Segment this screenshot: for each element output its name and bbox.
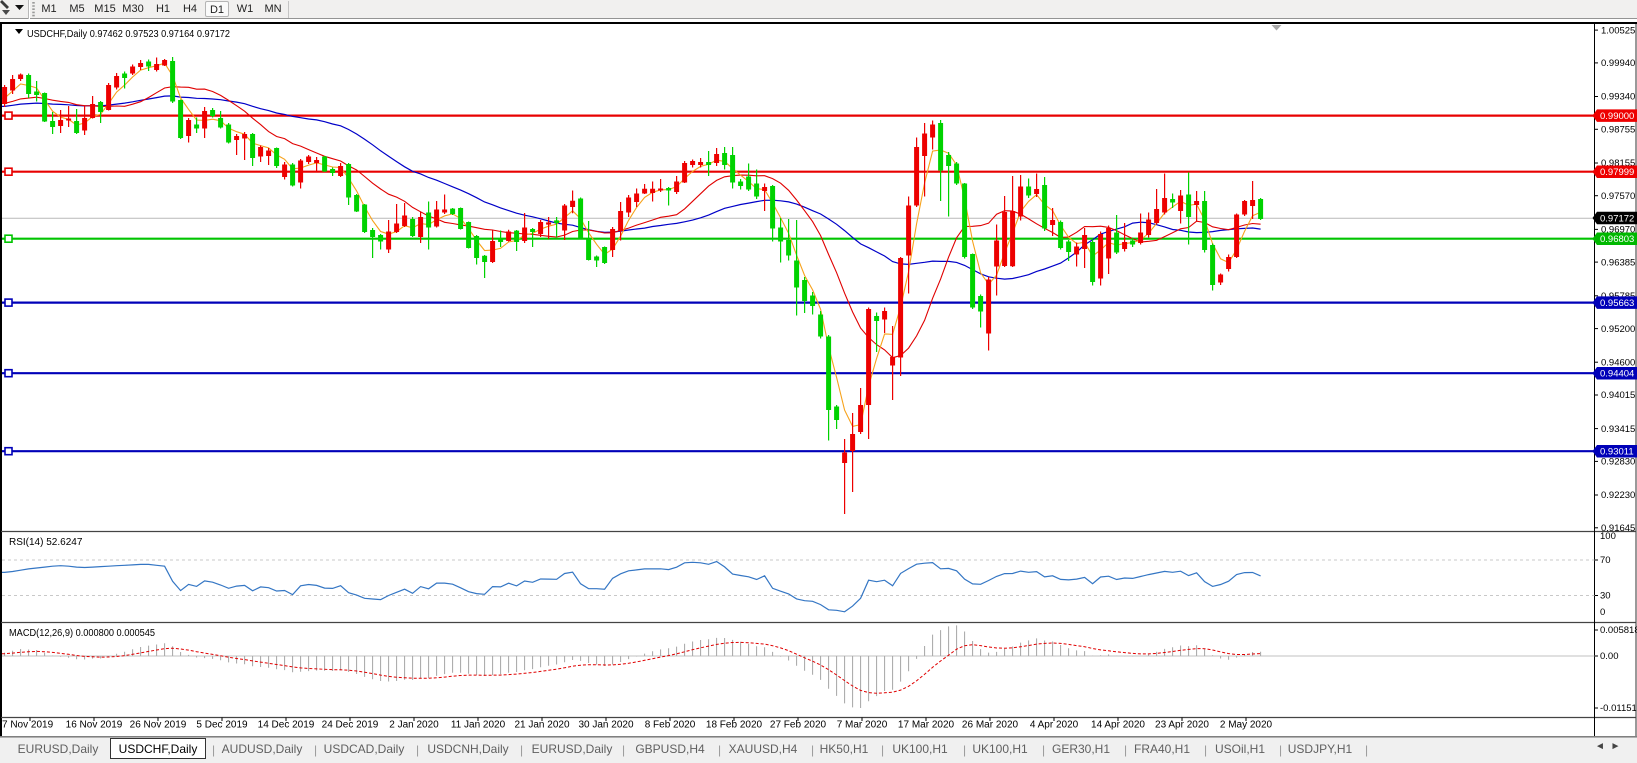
svg-text:30 Jan 2020: 30 Jan 2020 [578, 720, 633, 731]
svg-text:0.98755: 0.98755 [1601, 125, 1635, 136]
svg-text:0.97570: 0.97570 [1601, 191, 1635, 202]
svg-text:27 Feb 2020: 27 Feb 2020 [770, 720, 827, 731]
svg-text:0.95663: 0.95663 [1600, 298, 1634, 309]
svg-text:0.98155: 0.98155 [1601, 158, 1635, 169]
svg-text:17 Mar 2020: 17 Mar 2020 [898, 720, 955, 731]
svg-text:USDCHF,Daily 0.97462 0.97523: USDCHF,Daily 0.97462 0.97523 0.97164 0.9… [27, 29, 230, 40]
svg-text:11 Jan 2020: 11 Jan 2020 [451, 720, 506, 731]
svg-text:0.94600: 0.94600 [1601, 357, 1635, 368]
svg-text:0.94404: 0.94404 [1600, 369, 1634, 380]
svg-text:5 Dec 2019: 5 Dec 2019 [196, 720, 248, 731]
svg-text:23 Apr 2020: 23 Apr 2020 [1155, 720, 1209, 731]
svg-text:70: 70 [1600, 555, 1611, 566]
svg-text:0.97172: 0.97172 [1600, 213, 1634, 224]
svg-text:0.96970: 0.96970 [1601, 225, 1635, 236]
svg-text:0.93011: 0.93011 [1600, 447, 1634, 458]
svg-text:0.91645: 0.91645 [1601, 523, 1635, 534]
svg-text:0.94015: 0.94015 [1601, 390, 1635, 401]
svg-text:0.93415: 0.93415 [1601, 424, 1635, 435]
svg-text:-0.011516: -0.011516 [1600, 703, 1637, 714]
svg-text:26 Nov 2019: 26 Nov 2019 [130, 720, 187, 731]
svg-text:8 Feb 2020: 8 Feb 2020 [645, 720, 696, 731]
svg-text:7 Nov 2019: 7 Nov 2019 [2, 720, 54, 731]
svg-text:0.92830: 0.92830 [1601, 457, 1635, 468]
svg-text:1.00525: 1.00525 [1601, 25, 1635, 36]
svg-text:0.95200: 0.95200 [1601, 324, 1635, 335]
svg-text:14 Dec 2019: 14 Dec 2019 [258, 720, 315, 731]
svg-text:24 Dec 2019: 24 Dec 2019 [322, 720, 379, 731]
svg-text:0.00: 0.00 [1600, 651, 1619, 662]
svg-text:21 Jan 2020: 21 Jan 2020 [514, 720, 569, 731]
svg-text:0: 0 [1600, 607, 1605, 618]
svg-text:0.92230: 0.92230 [1601, 490, 1635, 501]
svg-text:2 Jan 2020: 2 Jan 2020 [389, 720, 439, 731]
svg-text:18 Feb 2020: 18 Feb 2020 [706, 720, 763, 731]
svg-text:0.96803: 0.96803 [1600, 234, 1634, 245]
svg-text:0.005818: 0.005818 [1600, 625, 1637, 636]
svg-text:30: 30 [1600, 591, 1611, 602]
svg-text:MACD(12,26,9) 0.000800 0.00054: MACD(12,26,9) 0.000800 0.000545 [9, 628, 155, 639]
svg-text:0.99340: 0.99340 [1601, 92, 1635, 103]
svg-text:4 Apr 2020: 4 Apr 2020 [1030, 720, 1079, 731]
svg-text:2 May 2020: 2 May 2020 [1220, 720, 1273, 731]
svg-text:0.97999: 0.97999 [1600, 167, 1634, 178]
svg-text:0.99940: 0.99940 [1601, 58, 1635, 69]
svg-text:0.99000: 0.99000 [1600, 111, 1634, 122]
svg-text:26 Mar 2020: 26 Mar 2020 [962, 720, 1019, 731]
svg-text:0.96385: 0.96385 [1601, 257, 1635, 268]
svg-text:16 Nov 2019: 16 Nov 2019 [66, 720, 123, 731]
svg-text:14 Apr 2020: 14 Apr 2020 [1091, 720, 1145, 731]
svg-text:100: 100 [1600, 531, 1616, 542]
svg-text:7 Mar 2020: 7 Mar 2020 [837, 720, 888, 731]
svg-text:RSI(14) 52.6247: RSI(14) 52.6247 [9, 537, 83, 548]
